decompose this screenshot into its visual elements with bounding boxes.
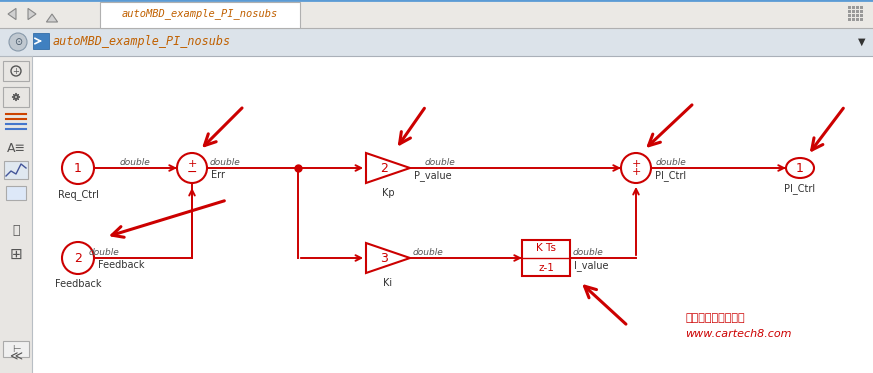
Text: Feedback: Feedback	[55, 279, 101, 289]
Text: ⊢: ⊢	[11, 344, 20, 354]
Text: +: +	[12, 66, 19, 75]
FancyBboxPatch shape	[100, 2, 300, 28]
Polygon shape	[28, 9, 36, 20]
Bar	[33, 33, 49, 49]
Polygon shape	[46, 14, 58, 22]
Bar	[848, 18, 851, 21]
Bar	[852, 14, 855, 17]
Text: 中国汱车工程师之家: 中国汱车工程师之家	[685, 313, 745, 323]
Text: double: double	[424, 158, 456, 167]
Text: +: +	[188, 159, 196, 169]
Text: z-1: z-1	[538, 263, 554, 273]
Bar	[0, 56, 32, 373]
Text: Ki: Ki	[383, 278, 393, 288]
Text: +: +	[631, 159, 641, 169]
Text: K Ts: K Ts	[536, 243, 556, 253]
Text: ▼: ▼	[858, 37, 866, 47]
Text: A≡: A≡	[6, 141, 25, 154]
Text: I_value: I_value	[574, 260, 608, 271]
Polygon shape	[8, 9, 16, 20]
Text: P_value: P_value	[414, 170, 451, 181]
FancyBboxPatch shape	[4, 161, 28, 179]
Text: double: double	[120, 158, 150, 167]
Text: PI_Ctrl: PI_Ctrl	[655, 170, 686, 181]
Text: 3: 3	[380, 251, 388, 264]
Text: double: double	[89, 248, 120, 257]
Text: Feedback: Feedback	[98, 260, 145, 270]
Bar	[860, 6, 863, 9]
Text: double: double	[656, 158, 686, 167]
Bar	[860, 18, 863, 21]
FancyBboxPatch shape	[6, 186, 26, 200]
Bar	[860, 14, 863, 17]
Bar	[856, 10, 859, 13]
Text: double: double	[413, 248, 443, 257]
Text: autoMBD_example_PI_nosubs: autoMBD_example_PI_nosubs	[122, 9, 278, 19]
FancyBboxPatch shape	[3, 341, 29, 357]
Text: Req_Ctrl: Req_Ctrl	[58, 189, 99, 200]
Text: PI_Ctrl: PI_Ctrl	[785, 183, 815, 194]
Bar	[852, 10, 855, 13]
Bar	[0, 28, 873, 56]
Circle shape	[9, 33, 27, 51]
Bar	[852, 6, 855, 9]
Text: double: double	[573, 248, 603, 257]
Text: ⊙: ⊙	[14, 37, 22, 47]
Text: Kp: Kp	[382, 188, 395, 198]
Text: 2: 2	[74, 251, 82, 264]
Text: 📷: 📷	[12, 225, 20, 238]
Bar	[860, 10, 863, 13]
Text: 2: 2	[380, 162, 388, 175]
Bar	[856, 14, 859, 17]
Text: +: +	[631, 167, 641, 177]
Bar	[856, 18, 859, 21]
Text: www.cartech8.com: www.cartech8.com	[685, 329, 792, 339]
Bar	[0, 0, 873, 28]
Bar	[848, 10, 851, 13]
Text: double: double	[210, 158, 240, 167]
Bar	[848, 6, 851, 9]
Text: 1: 1	[74, 162, 82, 175]
Bar	[852, 18, 855, 21]
Bar	[32, 56, 873, 373]
Bar	[848, 14, 851, 17]
Text: Err: Err	[211, 170, 225, 180]
Text: ⊞: ⊞	[10, 247, 23, 261]
Text: 1: 1	[796, 162, 804, 175]
Text: autoMBD_example_PI_nosubs: autoMBD_example_PI_nosubs	[53, 35, 231, 48]
Bar	[522, 240, 570, 276]
Bar	[856, 6, 859, 9]
Text: ≪: ≪	[10, 351, 23, 364]
Text: −: −	[187, 166, 197, 179]
